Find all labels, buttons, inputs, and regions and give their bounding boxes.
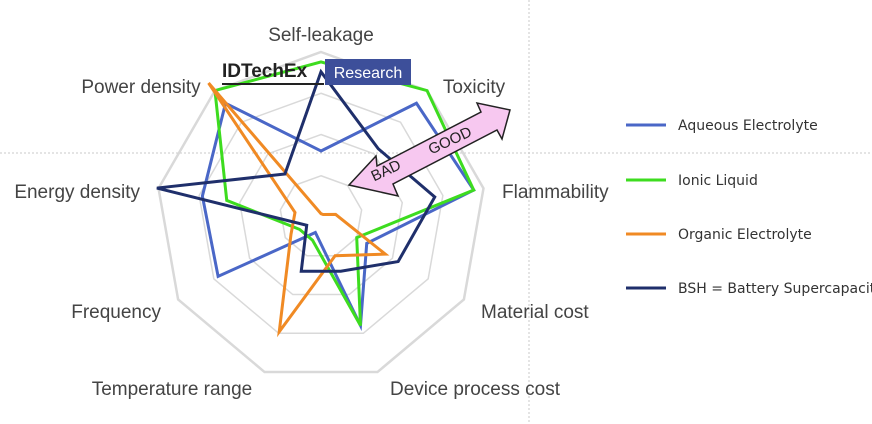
legend-label: Organic Electrolyte: [678, 227, 812, 243]
legend-label: BSH = Battery Supercapacitor Hybrid: [678, 281, 872, 297]
legend-label: Aqueous Electrolyte: [678, 118, 818, 134]
axis-label: Power density: [81, 77, 201, 98]
axis-label: Material cost: [481, 302, 589, 323]
bad-good-arrow: BAD GOOD: [347, 101, 511, 198]
logo-suffix: Research: [334, 65, 402, 82]
legend-label: Ionic Liquid: [678, 173, 758, 189]
axis-labels: Self-leakage Toxicity Flammability Material…: [14, 25, 609, 400]
idtechex-logo: IDTechEx Research: [222, 59, 411, 85]
axis-label: Toxicity: [443, 77, 506, 98]
axis-label: Energy density: [14, 182, 140, 203]
series-line: [207, 82, 390, 338]
axis-label: Temperature range: [92, 379, 253, 400]
logo-brand: IDTechEx: [222, 61, 308, 82]
legend: Aqueous Electrolyte Ionic Liquid Organic E…: [626, 118, 872, 297]
radar-series: [156, 60, 476, 338]
axis-label: Frequency: [71, 302, 161, 323]
arrow-shape: [347, 101, 511, 198]
axis-label: Device process cost: [390, 379, 561, 400]
axis-label: Flammability: [502, 182, 609, 203]
logo-suffix-box: [325, 59, 411, 85]
axis-label: Self-leakage: [268, 25, 374, 46]
